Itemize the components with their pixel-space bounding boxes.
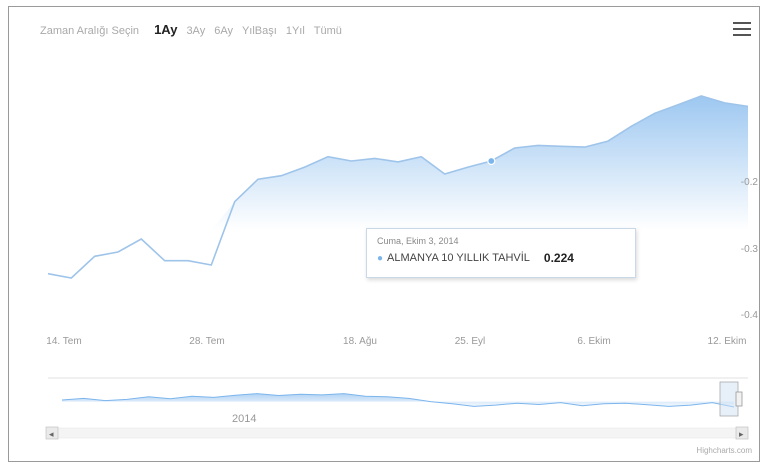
y-tick-label: -0.4 (741, 310, 759, 321)
hover-point-marker (487, 156, 496, 166)
hamburger-menu-icon[interactable] (733, 22, 751, 36)
x-tick-label: 18. Ağu (343, 336, 377, 347)
y-tick-label: -0.2 (741, 177, 759, 188)
x-tick-label: 6. Ekim (577, 336, 610, 347)
range-button-1y[interactable]: 1Yıl (285, 25, 305, 37)
range-button-all[interactable]: Tümü (313, 25, 342, 37)
tooltip-date: Cuma, Ekim 3, 2014 (377, 236, 459, 246)
range-button-ytd[interactable]: YılBaşı (241, 25, 277, 37)
range-button-1m[interactable]: 1Ay (154, 22, 178, 37)
navigator-year-label: 2014 (232, 413, 256, 425)
scrollbar-left-arrow-icon: ◂ (49, 429, 54, 439)
tooltip-series-name: ALMANYA 10 YILLIK TAHVİL (387, 252, 530, 264)
x-tick-label: 14. Tem (46, 336, 81, 347)
scrollbar-right-button[interactable] (735, 426, 749, 440)
main-series-line[interactable] (47, 95, 749, 279)
scrollbar-left-button[interactable] (45, 426, 59, 440)
range-selector: Zaman Aralığı Seçin 1Ay 3Ay 6Ay YılBaşı … (40, 22, 342, 37)
navigator-selected-window[interactable] (719, 381, 739, 417)
range-button-6m[interactable]: 6Ay (214, 25, 233, 37)
tooltip: Cuma, Ekim 3, 2014 ● ALMANYA 10 YILLIK T… (366, 228, 636, 278)
tooltip-value: 0.224 (543, 251, 574, 265)
x-tick-label: 28. Tem (189, 336, 224, 347)
y-tick-label: -0.3 (741, 244, 759, 255)
range-button-3m[interactable]: 3Ay (186, 25, 206, 37)
x-tick-label: 12. Ekim (708, 336, 747, 347)
navigator-area (62, 393, 734, 407)
x-tick-label: 25. Eyl (455, 336, 486, 347)
main-series-area (48, 96, 748, 230)
navigator-handle-right[interactable] (735, 391, 743, 407)
zoom-label: Zaman Aralığı Seçin (40, 25, 140, 37)
navigator-line (61, 393, 735, 408)
scrollbar-track[interactable] (47, 427, 749, 439)
scrollbar-right-arrow-icon: ▸ (739, 429, 744, 439)
credit-label: Highcharts.com (696, 446, 752, 455)
series-dot-icon: ● (377, 252, 384, 264)
